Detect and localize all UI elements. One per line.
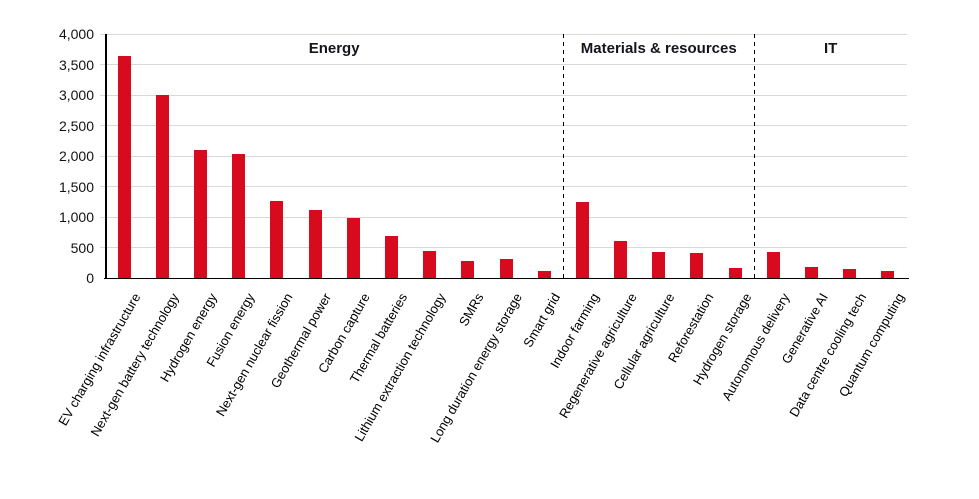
gridline-3500 [100, 64, 907, 65]
bar-regenerative-agriculture [614, 240, 628, 278]
bar-smrs [461, 260, 475, 278]
gridline-4000 [100, 33, 907, 35]
bar-data-centre-cooling-tech [843, 269, 857, 278]
bar-cellular-agriculture [652, 252, 666, 278]
y-tick-label: 2,000 [58, 148, 94, 164]
bar-next-gen-battery-technology [155, 95, 169, 278]
gridline-500 [100, 247, 907, 248]
bar-autonomous-delivery [766, 252, 780, 278]
y-tick-label: 3,500 [58, 56, 94, 73]
bar-long-duration-energy-storage [499, 259, 513, 278]
y-tick-label: 4,000 [58, 26, 94, 42]
y-tick-label: 2,500 [58, 117, 94, 134]
x-label-smart-grid: Smart grid [520, 290, 564, 350]
bar-ev-charging-infrastructure [117, 55, 131, 278]
x-axis-line [104, 277, 909, 279]
y-tick-label: 1,000 [58, 209, 94, 225]
y-axis-line [105, 34, 107, 278]
section-separator [562, 34, 564, 278]
y-tick-label: 0 [86, 270, 94, 286]
y-tick-label: 500 [70, 239, 94, 256]
bar-generative-ai [805, 267, 819, 278]
y-tick-label: 3,000 [58, 87, 94, 103]
bar-quantum-computing [881, 270, 895, 278]
x-label-smrs: SMRs [456, 290, 487, 329]
bar-reforestation [690, 252, 704, 278]
bar-geothermal-power [308, 209, 322, 278]
section-header-it: IT [823, 40, 838, 57]
y-tick-label: 1,500 [58, 178, 94, 195]
gridline-2000 [100, 155, 907, 157]
bar-fusion-energy [232, 154, 246, 278]
section-header-materials-resources: Materials & resources [580, 40, 737, 57]
bar-thermal-batteries [384, 235, 398, 278]
section-separator [753, 34, 755, 278]
gridline-1000 [100, 216, 907, 218]
bar-carbon-capture [346, 217, 360, 278]
bar-lithium-extraction-technology [423, 250, 437, 278]
bar-smart-grid [537, 271, 551, 278]
bar-hydrogen-energy [193, 149, 207, 278]
gridline-1500 [100, 186, 907, 187]
gridline-3000 [100, 94, 907, 96]
bar-indoor-farming [575, 202, 589, 278]
bar-next-gen-nuclear-fission [270, 200, 284, 278]
section-header-energy: Energy [308, 40, 360, 57]
bar-hydrogen-storage [728, 268, 742, 278]
gridline-2500 [100, 125, 907, 126]
